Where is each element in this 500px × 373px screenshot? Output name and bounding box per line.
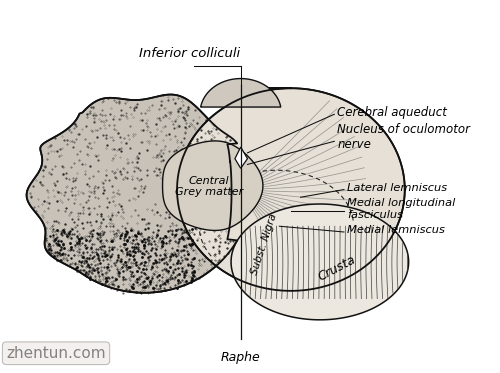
- Polygon shape: [26, 94, 237, 293]
- Text: Inferior colliculi: Inferior colliculi: [139, 47, 240, 60]
- Text: Central
Grey matter: Central Grey matter: [174, 176, 243, 197]
- Polygon shape: [231, 204, 408, 320]
- Polygon shape: [235, 147, 248, 168]
- Text: Raphe: Raphe: [221, 351, 260, 364]
- Polygon shape: [177, 88, 405, 291]
- Text: Medial lemniscus: Medial lemniscus: [347, 225, 444, 235]
- Polygon shape: [200, 79, 280, 107]
- Text: Lateral lemniscus: Lateral lemniscus: [347, 183, 447, 192]
- Text: Medial longitudinal
fasciculus: Medial longitudinal fasciculus: [347, 198, 455, 220]
- Text: Cerebral aqueduct: Cerebral aqueduct: [337, 106, 447, 119]
- Text: zhentun.com: zhentun.com: [6, 346, 106, 361]
- Text: Subst. Nigra: Subst. Nigra: [250, 213, 278, 276]
- Text: Crusta: Crusta: [316, 253, 358, 284]
- Text: Nucleus of oculomotor
nerve: Nucleus of oculomotor nerve: [337, 123, 470, 151]
- Polygon shape: [162, 141, 263, 231]
